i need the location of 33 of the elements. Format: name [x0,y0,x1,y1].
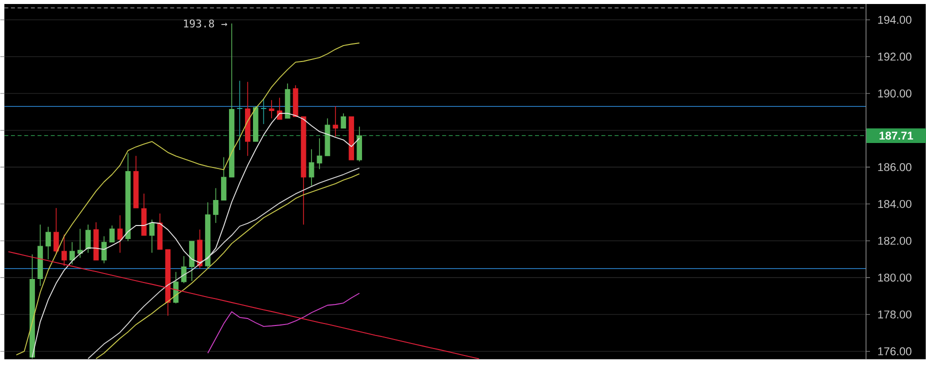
candlestick [62,234,67,266]
y-tick-label: 194.00 [878,16,912,24]
candlestick [340,112,346,129]
candlestick [101,236,107,264]
candlestick [181,256,187,284]
candlestick [260,98,266,124]
candlestick [54,207,59,255]
candlestick [308,148,314,186]
y-tick-label: 190.00 [878,89,912,98]
candlestick [268,100,274,119]
candlestick [85,224,91,254]
candlestick [316,138,322,170]
candlestick [117,214,123,254]
y-tick-label: 176.00 [878,347,912,356]
y-tick-label: 192.00 [878,52,912,60]
candlestick [276,97,282,120]
ref-line-label: 187.71 [880,132,914,140]
candlestick [109,224,115,242]
annotation: 193.8 → [184,19,228,28]
y-tick-label: 184.00 [878,200,912,208]
candlestick [69,242,75,265]
candlestick [46,226,51,260]
y-tick-label: 186.00 [878,163,912,171]
y-tick-label: 180.00 [878,274,912,282]
candlestick [173,271,179,304]
y-tick-label: 178.00 [878,310,912,318]
candlestick [332,106,338,137]
candlestick [213,188,218,224]
candlestick [77,228,83,258]
candlestick [237,80,242,150]
y-tick-label: 182.00 [878,236,912,245]
candlestick [149,219,155,254]
candlestick [221,156,226,201]
